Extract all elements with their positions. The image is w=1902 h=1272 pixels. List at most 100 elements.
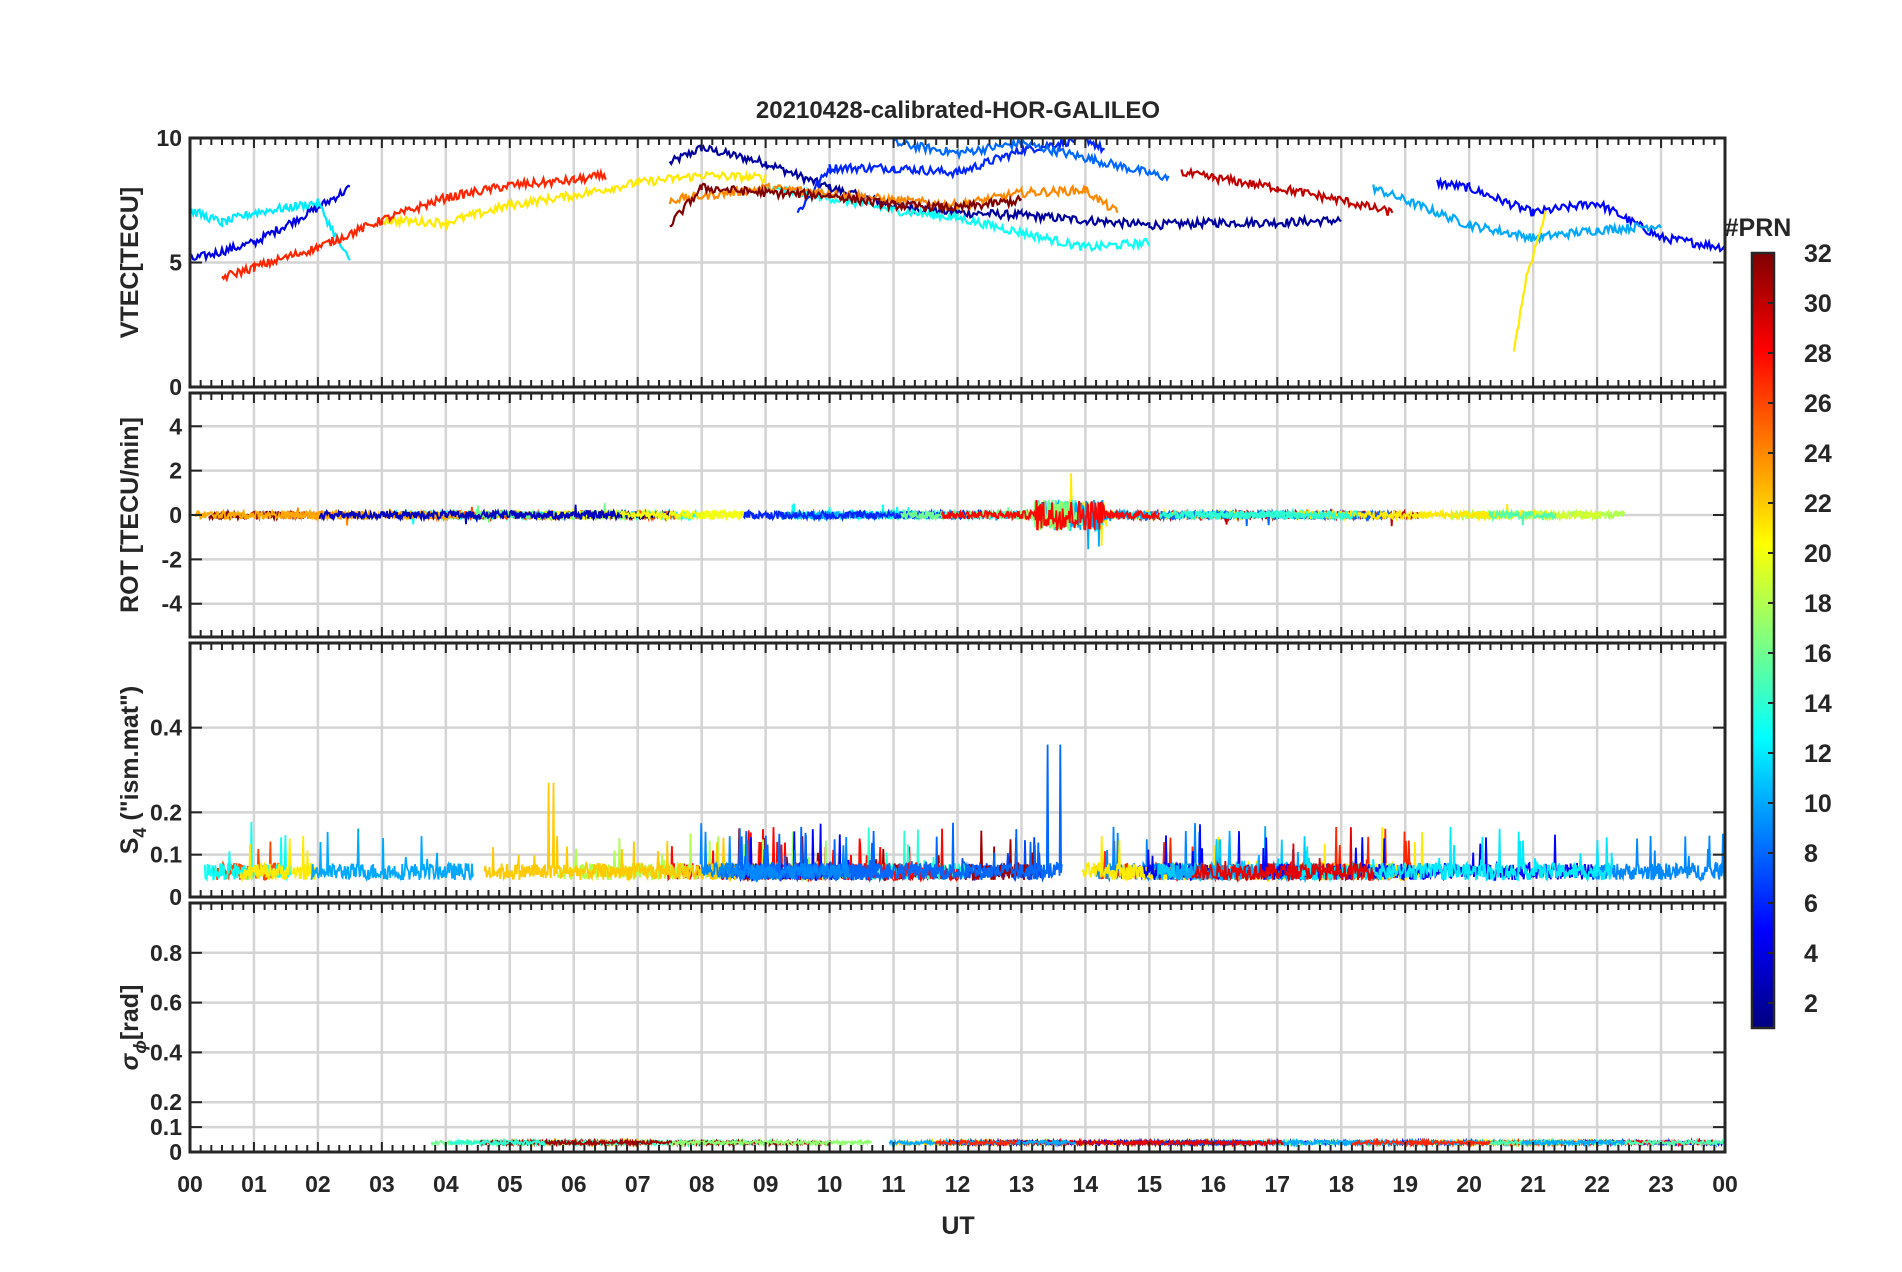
colorbar-tick-label: 2 — [1804, 990, 1818, 1018]
colorbar-tick-label: 32 — [1804, 240, 1832, 268]
y-tick-label: 0.6 — [150, 990, 182, 1016]
colorbar-tick-label: 24 — [1804, 440, 1832, 468]
colorbar-tick-label: 30 — [1804, 290, 1832, 318]
vtec-trace-prn8 — [892, 138, 1170, 183]
y-tick-label: 0 — [169, 1139, 182, 1165]
x-tick-label: 14 — [1073, 1171, 1099, 1197]
colorbar-tick-label: 28 — [1804, 340, 1832, 368]
s4-trace-prn21 — [239, 835, 317, 883]
traces-sigphi — [430, 1137, 1725, 1149]
sigphi-trace-prn27 — [934, 1137, 1017, 1148]
x-tick-label: 23 — [1648, 1171, 1674, 1197]
x-tick-label: 21 — [1520, 1171, 1546, 1197]
x-axis-label: UT — [941, 1212, 974, 1240]
tick-marks — [189, 137, 1726, 1153]
x-tick-label: 15 — [1137, 1171, 1163, 1197]
x-tick-label: 02 — [305, 1171, 331, 1197]
y-tick-label: 0 — [169, 884, 182, 910]
colorbar-tick-label: 14 — [1804, 690, 1832, 718]
y-label-sub: 4 — [130, 828, 150, 838]
sigphi-trace-prn10 — [1520, 1138, 1626, 1148]
y-tick-label: -4 — [162, 591, 183, 617]
vtec-trace-prn4 — [190, 184, 351, 263]
colorbar-tick-label: 12 — [1804, 740, 1832, 768]
y-tick-label: 0.4 — [150, 715, 182, 741]
x-tick-label: 13 — [1009, 1171, 1035, 1197]
colorbar-tick-label: 16 — [1804, 640, 1832, 668]
x-tick-label: 12 — [945, 1171, 971, 1197]
colorbar-tick-label: 8 — [1804, 840, 1818, 868]
vtec-trace-prn32 — [669, 182, 1023, 228]
x-tick-label: 18 — [1328, 1171, 1354, 1197]
rot-trace-prn15 — [1488, 507, 1557, 526]
colorbar-tick-label: 4 — [1804, 940, 1818, 968]
y-tick-label: 0.2 — [150, 799, 182, 825]
vtec-trace-prn21 — [1512, 210, 1547, 352]
s4-trace-prn9 — [1590, 833, 1725, 883]
y-label-main: σ — [116, 1052, 144, 1070]
x-tick-label: 10 — [817, 1171, 843, 1197]
s4-trace-prn10 — [310, 828, 475, 882]
y-axis-label-vtec: VTEC[TECU] — [116, 187, 144, 338]
vtec-trace-prn10 — [1372, 184, 1662, 245]
y-axis-label-sigphi: σϕ[rad] — [116, 985, 150, 1071]
traces-s4 — [203, 744, 1725, 884]
x-tick-label: 19 — [1392, 1171, 1418, 1197]
x-tick-label: 09 — [753, 1171, 779, 1197]
x-tick-label: 22 — [1584, 1171, 1610, 1197]
s4-trace-prn9 — [699, 823, 852, 884]
rot-trace-prn28 — [941, 499, 1160, 531]
x-tick-labels: 00 01 02 03 04 05 06 07 08 09 10 11 12 13 14 15 16 17 18 19… — [177, 1171, 1738, 1197]
x-tick-label: 20 — [1456, 1171, 1482, 1197]
y-tick-label: 2 — [169, 458, 182, 484]
colorbar-tick-label: 6 — [1804, 890, 1818, 918]
y-label-rest: ("ism.mat") — [116, 686, 144, 828]
y-tick-label: 0 — [169, 502, 182, 528]
y-tick-label: 0 — [169, 374, 182, 400]
vtec-trace-prn21 — [381, 169, 767, 231]
x-tick-label: 03 — [369, 1171, 395, 1197]
x-tick-label: 07 — [625, 1171, 651, 1197]
x-tick-label: 00 — [1712, 1171, 1738, 1197]
sigphi-trace-prn17 — [670, 1137, 873, 1148]
sigphi-trace-prn14 — [479, 1137, 546, 1148]
vtec-trace-prn13 — [765, 184, 1151, 253]
vtec-trace-prn2 — [668, 144, 1342, 231]
colorbar-tick-label: 18 — [1804, 590, 1832, 618]
vtec-trace-prn12 — [190, 198, 351, 261]
y-tick-label: 0.4 — [150, 1039, 182, 1065]
colorbar-tick-label: 26 — [1804, 390, 1832, 418]
y-label-rest: [rad] — [116, 985, 144, 1041]
x-tick-label: 00 — [177, 1171, 203, 1197]
colorbar-tick-label: 10 — [1804, 790, 1832, 818]
s4-trace-prn29 — [1191, 827, 1375, 884]
vtec-trace-prn5 — [1436, 176, 1725, 253]
y-axis-label-rot: ROT [TECU/min] — [116, 417, 144, 613]
y-label-main: S — [116, 838, 144, 855]
traces-vtec — [190, 138, 1725, 352]
y-tick-label: -2 — [162, 546, 182, 572]
y-tick-label: 0.8 — [150, 940, 182, 966]
x-tick-label: 16 — [1201, 1171, 1227, 1197]
rot-trace-prn3 — [318, 504, 623, 525]
y-tick-label: 0.1 — [150, 842, 182, 868]
y-tick-label: 0.2 — [150, 1089, 182, 1115]
x-tick-label: 01 — [241, 1171, 267, 1197]
vtec-trace-prn27 — [221, 167, 607, 283]
colorbar-tick-label: 22 — [1804, 490, 1832, 518]
vtec-trace-prn24 — [668, 182, 1119, 214]
grid-lines — [190, 138, 1725, 1152]
rot-trace-prn14 — [1208, 507, 1359, 522]
colorbar-label: #PRN — [1725, 214, 1792, 242]
vtec-trace-prn6 — [796, 138, 1105, 214]
y-label-sub: ϕ — [130, 1040, 150, 1054]
y-tick-label: 4 — [169, 413, 182, 439]
traces-rot — [194, 473, 1626, 550]
x-tick-label: 06 — [561, 1171, 587, 1197]
sigphi-trace-prn29 — [991, 1137, 1284, 1148]
chart-title: 20210428-calibrated-HOR-GALILEO — [756, 97, 1160, 124]
colorbar-gradient — [1750, 251, 1776, 1030]
